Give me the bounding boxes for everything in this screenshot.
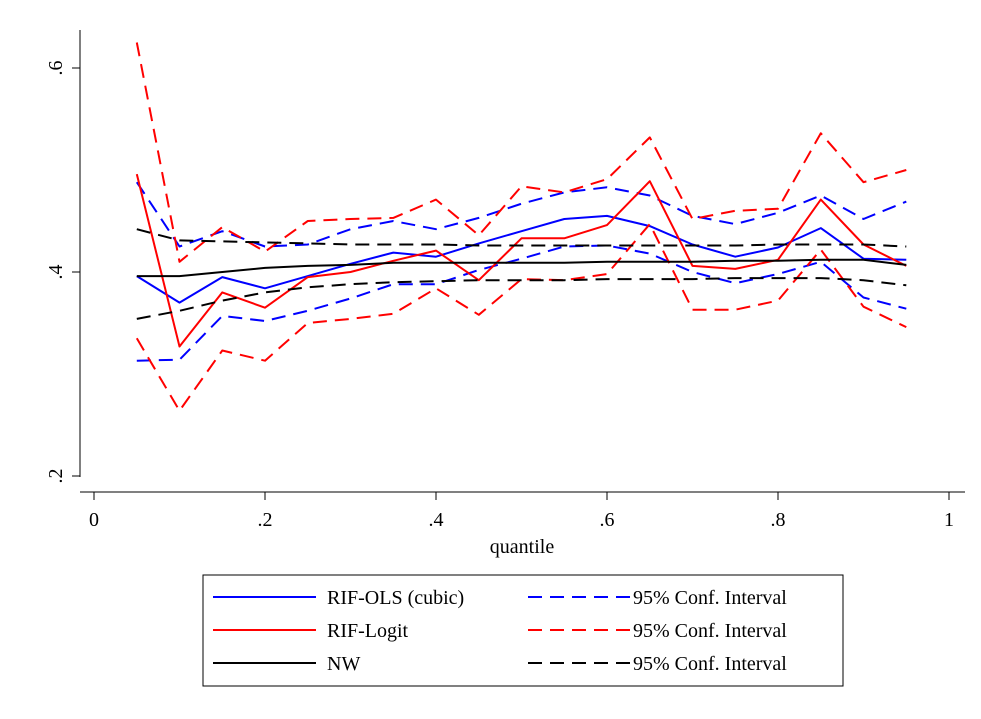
legend-label: RIF-Logit bbox=[327, 620, 409, 642]
x-axis-label: quantile bbox=[490, 536, 555, 558]
series-line-2 bbox=[135, 181, 907, 248]
legend-label: RIF-OLS (cubic) bbox=[327, 587, 464, 609]
series-line-8 bbox=[136, 228, 907, 248]
x-tick-label: 1 bbox=[944, 509, 954, 531]
series-line-9 bbox=[136, 277, 907, 320]
x-tick-label: .8 bbox=[771, 509, 786, 531]
legend-label: NW bbox=[327, 653, 360, 675]
y-tick-label: .2 bbox=[45, 469, 67, 484]
y-tick-label: .4 bbox=[45, 265, 67, 280]
x-tick-label: .6 bbox=[600, 509, 615, 531]
legend-label: 95% Conf. Interval bbox=[633, 587, 787, 609]
x-tick-label: .2 bbox=[258, 509, 273, 531]
plot-area bbox=[135, 42, 907, 412]
x-ticks: 0 .2 .4 .6 .8 1 bbox=[89, 492, 954, 531]
series-line-7 bbox=[136, 258, 907, 278]
legend-label: 95% Conf. Interval bbox=[633, 653, 787, 675]
y-tick-label: .6 bbox=[45, 61, 67, 76]
legend: RIF-OLS (cubic) 95% Conf. Interval RIF-Log… bbox=[202, 574, 844, 687]
y-ticks: .2 .4 .6 bbox=[45, 61, 80, 484]
x-tick-label: 0 bbox=[89, 509, 99, 531]
series-line-5 bbox=[135, 42, 907, 263]
series-line-1 bbox=[136, 214, 907, 304]
legend-label: 95% Conf. Interval bbox=[633, 620, 787, 642]
x-tick-label: .4 bbox=[429, 509, 444, 531]
series-line-6 bbox=[135, 223, 907, 412]
